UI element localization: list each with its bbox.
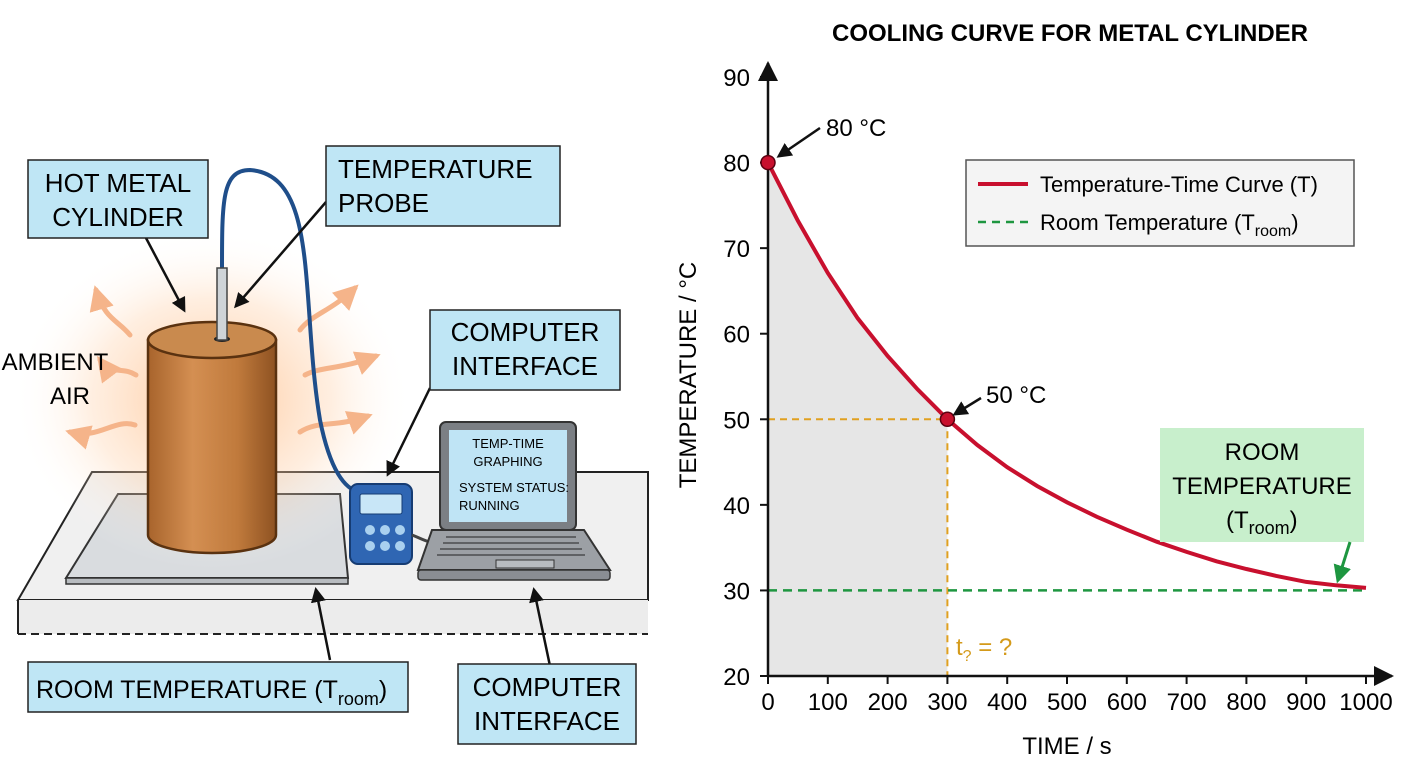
- laptop-screen-line4: RUNNING: [459, 498, 520, 513]
- annotation-t-unknown: t? = ?: [956, 634, 1012, 665]
- label-hot-metal-line1: HOT METAL: [45, 168, 191, 198]
- label-hot-metal-cylinder: HOT METAL CYLINDER: [27, 159, 209, 239]
- x-tick-label: 500: [1047, 689, 1087, 716]
- annotation-start-arrow: [776, 126, 821, 158]
- laptop: TEMP-TIME GRAPHING SYSTEM STATUS: RUNNIN…: [416, 421, 612, 581]
- x-tick-label: 100: [808, 689, 848, 716]
- x-tick-label: 800: [1226, 689, 1266, 716]
- label-computer-interface-top: COMPUTER INTERFACE: [429, 309, 621, 391]
- room-callout-line3: (Troom): [1226, 507, 1298, 538]
- y-tick-label: 30: [723, 578, 750, 605]
- label-ci-top-line1: COMPUTER: [451, 317, 600, 347]
- y-tick-label: 60: [723, 322, 750, 349]
- x-tick-label: 300: [927, 689, 967, 716]
- laptop-screen-line3: SYSTEM STATUS:: [459, 480, 569, 495]
- label-ambient-air: AMBIENT AIR: [2, 349, 109, 410]
- legend: Temperature-Time Curve (T) Room Temperat…: [965, 159, 1355, 247]
- x-tick-label: 400: [987, 689, 1027, 716]
- label-probe-line1: TEMPERATURE: [338, 154, 533, 184]
- x-tick-label: 600: [1107, 689, 1147, 716]
- y-ticks: 20 30 40 50 60 70 80 90: [723, 65, 768, 691]
- pointer-arrows: [144, 201, 552, 667]
- x-tick-label: 1000: [1339, 689, 1392, 716]
- room-callout-line2: TEMPERATURE: [1172, 473, 1352, 500]
- label-computer-interface-bottom: COMPUTER INTERFACE: [457, 663, 637, 745]
- label-probe-line2: PROBE: [338, 188, 429, 218]
- guide-lines: [768, 418, 949, 676]
- label-ambient-line2: AIR: [50, 383, 90, 410]
- room-temperature-callout: ROOM TEMPERATURE (Troom): [1160, 428, 1364, 584]
- x-axis-label: TIME / s: [1022, 733, 1111, 760]
- y-tick-label: 40: [723, 493, 750, 520]
- heat-wave-arrows: [65, 284, 381, 450]
- hot-metal-cylinder: [146, 320, 278, 555]
- data-point: [939, 411, 956, 428]
- temperature-probe: [216, 167, 361, 494]
- annotation-start-label: 80 °C: [826, 115, 886, 142]
- temperature-curve: [766, 161, 1367, 590]
- x-ticks: 0 100 200 300 400 500 600 700 800 900 1000: [761, 676, 1393, 716]
- label-hot-metal-line2: CYLINDER: [52, 202, 183, 232]
- room-callout-arrow: [1333, 541, 1352, 584]
- y-axis-label: TEMPERATURE / °C: [675, 262, 702, 489]
- x-tick-label: 700: [1167, 689, 1207, 716]
- y-tick-label: 50: [723, 407, 750, 434]
- y-tick-label: 80: [723, 151, 750, 178]
- x-tick-label: 200: [868, 689, 908, 716]
- y-tick-label: 70: [723, 236, 750, 263]
- label-room-temperature: ROOM TEMPERATURE (Troom): [27, 661, 409, 713]
- chart-title: COOLING CURVE FOR METAL CYLINDER: [832, 20, 1308, 47]
- experiment-diagram: TEMP-TIME GRAPHING SYSTEM STATUS: RUNNIN…: [2, 145, 649, 745]
- legend-room-label: Room Temperature (Troom): [1040, 210, 1299, 240]
- y-tick-label: 20: [723, 664, 750, 691]
- annotation-mid-arrow: [952, 396, 982, 416]
- room-callout-line1: ROOM: [1225, 439, 1300, 466]
- x-tick-label: 0: [761, 689, 774, 716]
- data-points: [760, 154, 956, 428]
- label-ci-top-line2: INTERFACE: [452, 351, 598, 381]
- laptop-screen-line2: GRAPHING: [473, 454, 542, 469]
- label-ambient-line1: AMBIENT: [2, 349, 109, 376]
- cooling-curve-chart: COOLING CURVE FOR METAL CYLINDER TEMPERA…: [675, 20, 1394, 760]
- annotation-mid-label: 50 °C: [986, 382, 1046, 409]
- legend-curve-label: Temperature-Time Curve (T): [1040, 172, 1318, 197]
- label-ci-bottom-line2: INTERFACE: [474, 706, 620, 736]
- laptop-screen-line1: TEMP-TIME: [472, 436, 544, 451]
- data-point: [760, 154, 776, 171]
- label-ci-bottom-line1: COMPUTER: [473, 672, 622, 702]
- label-temperature-probe: TEMPERATURE PROBE: [325, 145, 561, 227]
- x-tick-label: 900: [1286, 689, 1326, 716]
- y-tick-label: 90: [723, 65, 750, 92]
- label-room-temp-text: ROOM TEMPERATURE (Troom): [36, 676, 387, 709]
